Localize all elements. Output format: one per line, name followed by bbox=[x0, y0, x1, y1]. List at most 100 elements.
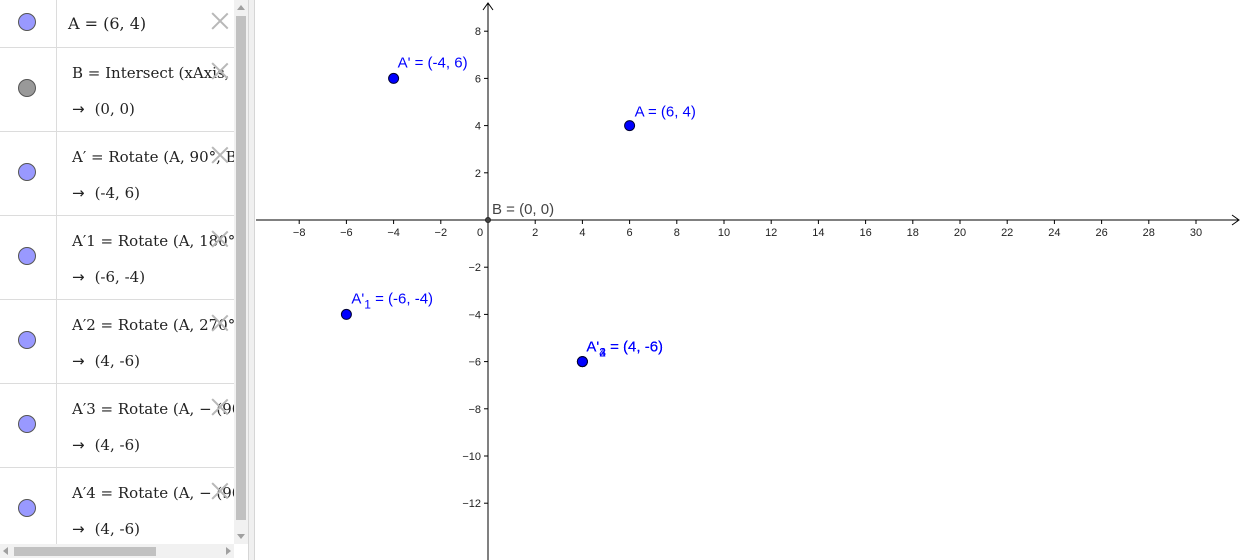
horizontal-scroll-thumb[interactable] bbox=[14, 547, 156, 556]
object-definition[interactable]: A′3 = Rotate (A, − (90°), B) bbox=[72, 400, 248, 418]
scroll-left-arrow-icon[interactable] bbox=[3, 547, 8, 555]
point-marker[interactable] bbox=[624, 120, 636, 132]
visibility-marble-icon[interactable] bbox=[18, 331, 36, 349]
visibility-marble-icon[interactable] bbox=[18, 415, 36, 433]
result-arrow-icon: → bbox=[72, 436, 85, 454]
x-tick-label: 12 bbox=[765, 227, 777, 239]
algebra-rows: A = (6, 4) B = Intersect (xAxis, yAxis) → (… bbox=[0, 0, 248, 552]
point-label[interactable]: A' = (-4, 6) bbox=[398, 54, 468, 71]
point-label[interactable]: A'2 = (4, -6) bbox=[586, 339, 663, 360]
visibility-marble-icon[interactable] bbox=[18, 247, 36, 265]
object-definition[interactable]: A′ = Rotate (A, 90°, B) bbox=[72, 148, 243, 166]
visibility-toggle-cell[interactable] bbox=[0, 48, 57, 131]
x-axis-arrow-icon bbox=[1231, 214, 1240, 226]
algebra-row[interactable]: A′2 = Rotate (A, 270°, B) → (4, -6) bbox=[0, 300, 248, 384]
object-value: → (4, -6) bbox=[72, 436, 140, 454]
graphics-view[interactable]: −8 −6 −4 −2 0 2 4 6 8 10 12 14 16 18 20 22 24 26 28 30 8 6 4 2−… bbox=[256, 0, 1242, 560]
y-tick-label: 8 bbox=[475, 26, 481, 38]
x-tick-label: 28 bbox=[1143, 227, 1155, 239]
algebra-view: A = (6, 4) B = Intersect (xAxis, yAxis) → (… bbox=[0, 0, 248, 560]
object-definition[interactable]: A′1 = Rotate (A, 180°, B) bbox=[72, 232, 248, 250]
y-tick-label: 2 bbox=[475, 168, 481, 180]
visibility-marble-icon[interactable] bbox=[18, 499, 36, 517]
delete-object-icon[interactable] bbox=[210, 312, 230, 332]
algebra-row[interactable]: A′3 = Rotate (A, − (90°), B) → (4, -6) bbox=[0, 384, 248, 468]
scroll-up-arrow-icon[interactable] bbox=[237, 5, 245, 10]
delete-object-icon[interactable] bbox=[210, 480, 230, 500]
visibility-marble-icon[interactable] bbox=[18, 79, 36, 97]
graphics-canvas[interactable]: −8 −6 −4 −2 0 2 4 6 8 10 12 14 16 18 20 22 24 26 28 308642−… bbox=[256, 0, 1242, 560]
y-tick-label: −6 bbox=[468, 357, 481, 369]
object-definition[interactable]: A = (6, 4) bbox=[68, 14, 147, 33]
algebra-vertical-scrollbar[interactable] bbox=[234, 0, 248, 544]
delete-object-icon[interactable] bbox=[210, 144, 230, 164]
x-tick-label: 30 bbox=[1190, 227, 1202, 239]
algebra-row[interactable]: A = (6, 4) bbox=[0, 0, 234, 48]
scroll-right-arrow-icon[interactable] bbox=[226, 547, 231, 555]
delete-object-icon[interactable] bbox=[210, 10, 230, 30]
scroll-down-arrow-icon[interactable] bbox=[237, 534, 245, 539]
x-tick-label: 8 bbox=[674, 227, 680, 239]
point-b[interactable] bbox=[485, 217, 491, 223]
visibility-marble-icon[interactable] bbox=[18, 163, 36, 181]
point-label[interactable]: A = (6, 4) bbox=[635, 104, 696, 121]
y-axis-arrow-icon bbox=[482, 2, 494, 11]
object-definition[interactable]: A′2 = Rotate (A, 270°, B) bbox=[72, 316, 248, 334]
y-tick-label: −4 bbox=[468, 309, 481, 321]
algebra-horizontal-scrollbar[interactable] bbox=[0, 544, 234, 558]
y-tick-label: −12 bbox=[462, 498, 481, 510]
object-value-text: (-4, 6) bbox=[94, 184, 140, 202]
result-arrow-icon: → bbox=[72, 184, 85, 202]
object-value-text: (4, -6) bbox=[94, 520, 140, 538]
x-tick-label: 10 bbox=[718, 227, 730, 239]
object-value: → (0, 0) bbox=[72, 100, 135, 118]
algebra-row[interactable]: A′ = Rotate (A, 90°, B) → (-4, 6) bbox=[0, 132, 243, 216]
x-tick-label: 0 bbox=[477, 227, 483, 239]
point-label[interactable]: B = (0, 0) bbox=[492, 201, 554, 218]
x-tick-label: 26 bbox=[1095, 227, 1107, 239]
view-splitter[interactable] bbox=[248, 0, 255, 560]
result-arrow-icon: → bbox=[72, 100, 85, 118]
visibility-toggle-cell[interactable] bbox=[0, 468, 57, 551]
object-value: → (-4, 6) bbox=[72, 184, 140, 202]
y-tick-label: −10 bbox=[462, 451, 481, 463]
visibility-toggle-cell[interactable] bbox=[0, 0, 57, 47]
vertical-scroll-thumb[interactable] bbox=[236, 16, 246, 520]
delete-object-icon[interactable] bbox=[210, 396, 230, 416]
visibility-toggle-cell[interactable] bbox=[0, 216, 57, 299]
x-tick-label: 2 bbox=[532, 227, 538, 239]
object-value: → (4, -6) bbox=[72, 352, 140, 370]
x-tick-label: 22 bbox=[1001, 227, 1013, 239]
delete-object-icon[interactable] bbox=[210, 228, 230, 248]
x-tick-label: 6 bbox=[627, 227, 633, 239]
object-definition[interactable]: A′4 = Rotate (A, − (90°), B) bbox=[72, 484, 248, 502]
point-marker[interactable] bbox=[388, 72, 400, 84]
visibility-toggle-cell[interactable] bbox=[0, 132, 57, 215]
object-value-text: (0, 0) bbox=[94, 100, 135, 118]
x-tick-label: 24 bbox=[1048, 227, 1060, 239]
object-value-text: (4, -6) bbox=[94, 436, 140, 454]
object-value: → (4, -6) bbox=[72, 520, 140, 538]
point-label[interactable]: A'1 = (-6, -4) bbox=[351, 290, 433, 311]
x-tick-label: −4 bbox=[387, 227, 400, 239]
object-value: → (-6, -4) bbox=[72, 268, 145, 286]
x-tick-label: 14 bbox=[812, 227, 824, 239]
algebra-row[interactable]: A′4 = Rotate (A, − (90°), B) → (4, -6) bbox=[0, 468, 248, 552]
algebra-row[interactable]: A′1 = Rotate (A, 180°, B) → (-6, -4) bbox=[0, 216, 248, 300]
point-marker[interactable] bbox=[340, 308, 352, 320]
object-definition[interactable]: B = Intersect (xAxis, yAxis) bbox=[72, 64, 248, 82]
point-marker[interactable] bbox=[576, 356, 588, 368]
point-label[interactable]: A'4 = (4, -6) bbox=[586, 339, 663, 360]
algebra-row[interactable]: B = Intersect (xAxis, yAxis) → (0, 0) bbox=[0, 48, 248, 132]
y-tick-label: 6 bbox=[475, 73, 481, 85]
object-value-text: (4, -6) bbox=[94, 352, 140, 370]
visibility-toggle-cell[interactable] bbox=[0, 300, 57, 383]
y-tick-label: −8 bbox=[468, 404, 481, 416]
x-tick-label: −8 bbox=[293, 227, 306, 239]
x-tick-label: 16 bbox=[859, 227, 871, 239]
point-label[interactable]: A'3 = (4, -6) bbox=[586, 339, 663, 360]
result-arrow-icon: → bbox=[72, 268, 85, 286]
delete-object-icon[interactable] bbox=[210, 60, 230, 80]
visibility-marble-icon[interactable] bbox=[18, 13, 36, 31]
visibility-toggle-cell[interactable] bbox=[0, 384, 57, 467]
